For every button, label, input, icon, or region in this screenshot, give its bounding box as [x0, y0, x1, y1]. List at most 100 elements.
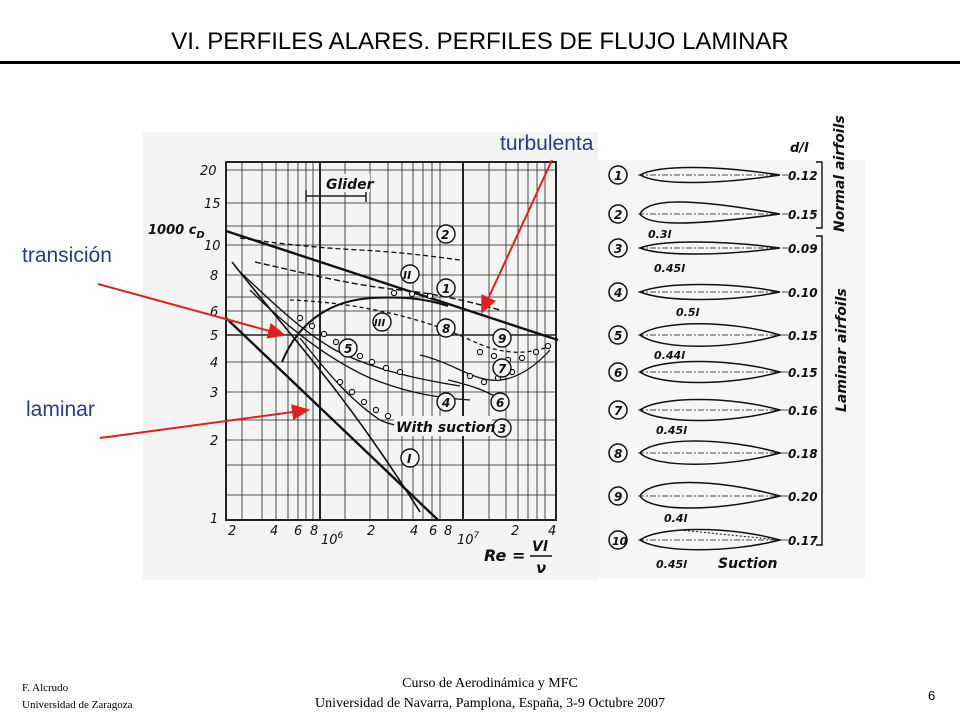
svg-text:2: 2: [367, 524, 375, 539]
curve-marker-8: 8: [436, 318, 456, 338]
svg-text:4: 4: [441, 396, 450, 410]
svg-text:5: 5: [614, 329, 622, 343]
curve-marker-1: 1: [436, 278, 456, 298]
svg-text:1: 1: [614, 169, 622, 183]
svg-text:5: 5: [344, 342, 352, 356]
svg-text:6: 6: [429, 524, 437, 539]
svg-text:Re =: Re =: [484, 546, 525, 565]
svg-text:8: 8: [444, 524, 452, 539]
svg-text:1: 1: [210, 512, 218, 527]
reynolds-formula: Re = Vl ν: [484, 539, 552, 577]
svg-text:8: 8: [614, 447, 622, 461]
airfoil-row-7: 7 0.16 0.45l: [608, 398, 818, 437]
svg-text:20: 20: [200, 164, 217, 179]
svg-text:7: 7: [614, 404, 623, 418]
curve-9: [289, 299, 551, 353]
suction-label: Suction: [718, 556, 777, 572]
footer-course: Curso de Aerodinámica y MFC Universidad …: [240, 674, 740, 714]
y-axis-label: 1000 cD: [148, 223, 205, 241]
curve-data-points: [296, 289, 552, 420]
svg-text:0.4l: 0.4l: [664, 512, 687, 525]
curve-marker-6: 6: [490, 392, 510, 412]
svg-text:0.5l: 0.5l: [676, 306, 699, 319]
curve-I: [231, 261, 421, 513]
svg-text:2: 2: [511, 524, 519, 539]
svg-text:10: 10: [612, 535, 628, 548]
callout-laminar: laminar: [26, 398, 95, 421]
svg-text:0.20: 0.20: [788, 490, 818, 504]
svg-text:4: 4: [270, 524, 278, 539]
airfoil-row-9: 9 0.20 0.4l: [608, 481, 818, 525]
svg-text:6: 6: [294, 524, 302, 539]
svg-text:8: 8: [310, 524, 318, 539]
curve-II: [254, 261, 501, 311]
airfoil-row-8: 8 0.18: [608, 440, 818, 465]
curve-marker-5: 5: [338, 338, 358, 358]
transition-curve: [281, 296, 449, 363]
svg-text:6: 6: [614, 366, 622, 380]
airfoil-ratio-header: d/l: [790, 141, 809, 156]
svg-text:6: 6: [496, 396, 504, 410]
callout-turbulenta: turbulenta: [500, 132, 594, 155]
glider-label: Glider: [326, 177, 375, 193]
svg-text:ν: ν: [536, 559, 546, 577]
curve-marker-II: II: [400, 264, 420, 284]
svg-text:0.3l: 0.3l: [648, 228, 671, 241]
y-axis-ticks: 20 15 10 8 6 5 4 3 2 1: [200, 164, 221, 527]
svg-text:106: 106: [321, 531, 344, 548]
svg-text:0.45l: 0.45l: [656, 424, 687, 437]
airfoil-row-4: 4 0.10 0.5l: [608, 282, 818, 319]
author-affiliation: Universidad de Zaragoza: [22, 699, 133, 711]
curve-marker-7: 7: [492, 358, 512, 378]
svg-text:0.16: 0.16: [788, 404, 818, 418]
svg-text:4: 4: [410, 524, 418, 539]
author-name: F. Alcrudo: [22, 682, 69, 694]
arrow-laminar: [99, 404, 310, 439]
x-axis-ticks: 2 4 6 8 106 2 4 6 8 107 2 4: [228, 524, 556, 548]
curve-marker-I: I: [400, 448, 420, 468]
svg-text:0.12: 0.12: [788, 169, 818, 183]
svg-text:2: 2: [441, 228, 449, 242]
svg-text:0.15: 0.15: [788, 329, 818, 343]
airfoil-row-6: 6 0.15: [608, 360, 818, 384]
svg-text:0.09: 0.09: [788, 242, 818, 256]
svg-text:III: III: [374, 318, 385, 329]
svg-text:4: 4: [548, 524, 556, 539]
callout-arrows: [97, 159, 553, 439]
curve-marker-III: III: [372, 312, 392, 332]
svg-text:0.10: 0.10: [788, 286, 818, 300]
arrow-transicion: [97, 283, 286, 339]
airfoil-row-3: 3 0.09 0.45l: [608, 238, 818, 275]
arrow-turbulenta: [481, 159, 553, 314]
curve-5: [237, 269, 461, 387]
svg-text:7: 7: [498, 362, 507, 376]
airfoil-row-5: 5 0.15 0.44l: [608, 323, 818, 362]
svg-text:3: 3: [614, 242, 622, 256]
svg-text:3: 3: [498, 422, 506, 436]
curve-7: [419, 349, 551, 381]
svg-text:2: 2: [210, 434, 218, 449]
curve-marker-2: 2: [436, 224, 456, 244]
airfoil-list: d/l Normal airfoils Laminar airfoils 1 0…: [608, 115, 850, 572]
svg-text:0.15: 0.15: [788, 208, 818, 222]
svg-text:0.15: 0.15: [788, 366, 818, 380]
normal-airfoils-label: Normal airfoils: [832, 115, 848, 232]
svg-text:10: 10: [204, 239, 221, 254]
airfoil-panel-background: [598, 160, 865, 578]
svg-text:4: 4: [613, 286, 622, 300]
svg-text:0.45l: 0.45l: [656, 558, 687, 571]
callout-transicion: transición: [22, 244, 112, 267]
svg-text:5: 5: [210, 329, 218, 344]
svg-text:6: 6: [210, 305, 218, 320]
svg-text:4: 4: [210, 356, 218, 371]
svg-text:8: 8: [210, 269, 218, 284]
laminar-airfoils-label: Laminar airfoils: [834, 288, 850, 412]
turbulent-line: [225, 229, 559, 342]
svg-text:8: 8: [442, 322, 450, 336]
svg-text:I: I: [407, 452, 412, 466]
svg-text:9: 9: [498, 332, 506, 346]
svg-text:1: 1: [442, 282, 450, 296]
course-venue: Universidad de Navarra, Pamplona, España…: [315, 696, 665, 711]
curve-markers: 2 II 1 III 8 5 9 7 4 6 3 I: [338, 224, 512, 468]
